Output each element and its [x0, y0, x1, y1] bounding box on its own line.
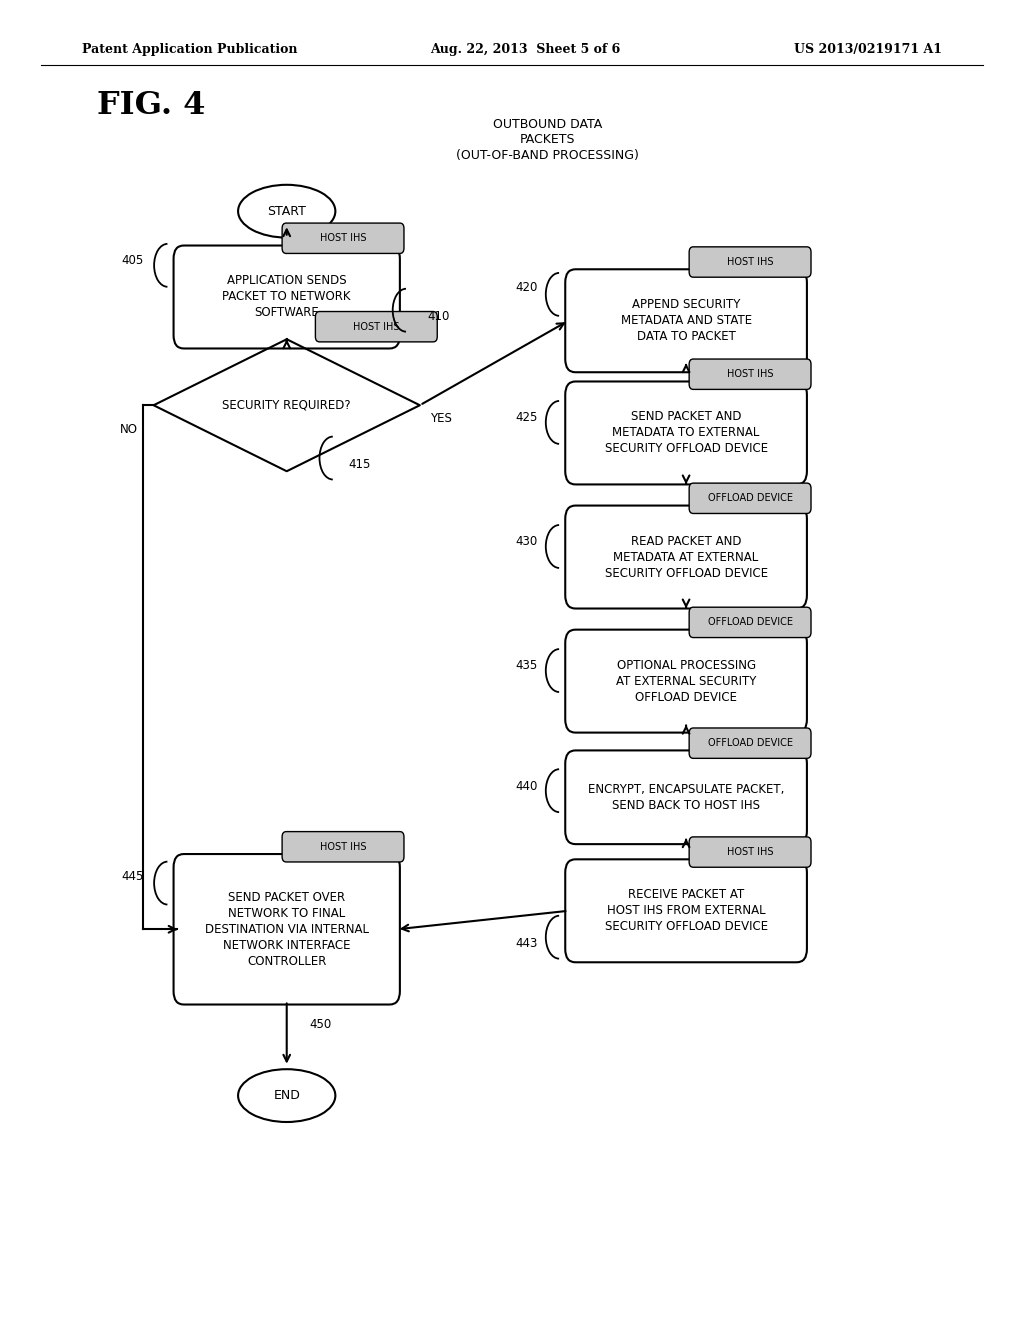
- Text: YES: YES: [430, 412, 452, 425]
- Text: 410: 410: [428, 310, 450, 323]
- Text: 440: 440: [515, 780, 538, 793]
- Text: Patent Application Publication: Patent Application Publication: [82, 44, 297, 55]
- FancyBboxPatch shape: [174, 854, 400, 1005]
- Text: HOST IHS: HOST IHS: [319, 842, 367, 851]
- Text: OFFLOAD DEVICE: OFFLOAD DEVICE: [708, 494, 793, 503]
- FancyBboxPatch shape: [565, 381, 807, 484]
- Text: HOST IHS: HOST IHS: [727, 257, 773, 267]
- Text: READ PACKET AND
METADATA AT EXTERNAL
SECURITY OFFLOAD DEVICE: READ PACKET AND METADATA AT EXTERNAL SEC…: [604, 535, 768, 579]
- FancyBboxPatch shape: [315, 312, 437, 342]
- Text: Aug. 22, 2013  Sheet 5 of 6: Aug. 22, 2013 Sheet 5 of 6: [430, 44, 621, 55]
- Text: 420: 420: [515, 281, 538, 294]
- Text: SEND PACKET AND
METADATA TO EXTERNAL
SECURITY OFFLOAD DEVICE: SEND PACKET AND METADATA TO EXTERNAL SEC…: [604, 411, 768, 455]
- Text: HOST IHS: HOST IHS: [727, 847, 773, 857]
- Text: PACKETS: PACKETS: [520, 133, 575, 147]
- Text: SEND PACKET OVER
NETWORK TO FINAL
DESTINATION VIA INTERNAL
NETWORK INTERFACE
CON: SEND PACKET OVER NETWORK TO FINAL DESTIN…: [205, 891, 369, 968]
- Text: US 2013/0219171 A1: US 2013/0219171 A1: [794, 44, 942, 55]
- Text: 443: 443: [515, 937, 538, 950]
- FancyBboxPatch shape: [565, 506, 807, 609]
- Text: 425: 425: [515, 411, 538, 424]
- Text: (OUT-OF-BAND PROCESSING): (OUT-OF-BAND PROCESSING): [457, 149, 639, 162]
- Text: 435: 435: [515, 659, 538, 672]
- FancyBboxPatch shape: [565, 859, 807, 962]
- Text: APPLICATION SENDS
PACKET TO NETWORK
SOFTWARE: APPLICATION SENDS PACKET TO NETWORK SOFT…: [222, 275, 351, 319]
- FancyBboxPatch shape: [283, 223, 403, 253]
- Ellipse shape: [239, 1069, 336, 1122]
- FancyBboxPatch shape: [283, 832, 403, 862]
- Text: RECEIVE PACKET AT
HOST IHS FROM EXTERNAL
SECURITY OFFLOAD DEVICE: RECEIVE PACKET AT HOST IHS FROM EXTERNAL…: [604, 888, 768, 933]
- FancyBboxPatch shape: [565, 750, 807, 845]
- FancyBboxPatch shape: [565, 630, 807, 733]
- Ellipse shape: [239, 185, 336, 238]
- Text: START: START: [267, 205, 306, 218]
- Text: END: END: [273, 1089, 300, 1102]
- Text: 450: 450: [309, 1018, 332, 1031]
- Text: OPTIONAL PROCESSING
AT EXTERNAL SECURITY
OFFLOAD DEVICE: OPTIONAL PROCESSING AT EXTERNAL SECURITY…: [615, 659, 757, 704]
- Text: 430: 430: [515, 535, 538, 548]
- Text: OFFLOAD DEVICE: OFFLOAD DEVICE: [708, 618, 793, 627]
- Polygon shape: [154, 339, 420, 471]
- Text: HOST IHS: HOST IHS: [353, 322, 399, 331]
- Text: 445: 445: [122, 870, 144, 883]
- FancyBboxPatch shape: [565, 269, 807, 372]
- Text: FIG. 4: FIG. 4: [97, 90, 206, 121]
- Text: HOST IHS: HOST IHS: [319, 234, 367, 243]
- FancyBboxPatch shape: [689, 359, 811, 389]
- Text: ENCRYPT, ENCAPSULATE PACKET,
SEND BACK TO HOST IHS: ENCRYPT, ENCAPSULATE PACKET, SEND BACK T…: [588, 783, 784, 812]
- Text: 415: 415: [348, 458, 371, 471]
- Text: NO: NO: [120, 422, 138, 436]
- Text: 405: 405: [122, 253, 144, 267]
- Text: SECURITY REQUIRED?: SECURITY REQUIRED?: [222, 399, 351, 412]
- FancyBboxPatch shape: [689, 483, 811, 513]
- FancyBboxPatch shape: [174, 246, 400, 348]
- Text: HOST IHS: HOST IHS: [727, 370, 773, 379]
- Text: APPEND SECURITY
METADATA AND STATE
DATA TO PACKET: APPEND SECURITY METADATA AND STATE DATA …: [621, 298, 752, 343]
- FancyBboxPatch shape: [689, 247, 811, 277]
- FancyBboxPatch shape: [689, 607, 811, 638]
- FancyBboxPatch shape: [689, 729, 811, 758]
- FancyBboxPatch shape: [689, 837, 811, 867]
- Text: OFFLOAD DEVICE: OFFLOAD DEVICE: [708, 738, 793, 748]
- Text: OUTBOUND DATA: OUTBOUND DATA: [494, 117, 602, 131]
